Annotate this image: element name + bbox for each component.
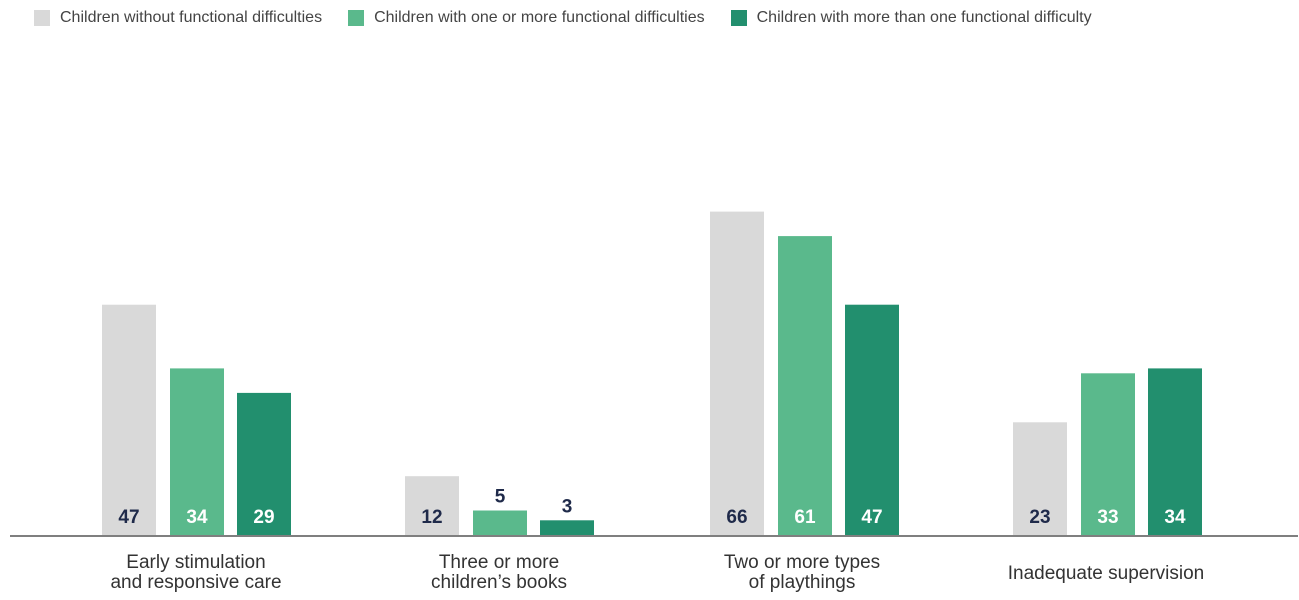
category-label-inadequate-supervision: Inadequate supervision (986, 564, 1226, 584)
data-label-inadequate-supervision-series-3: 34 (1164, 507, 1186, 528)
bar-inadequate-supervision-series-2 (1081, 373, 1135, 535)
bar-inadequate-supervision-series-3 (1148, 368, 1202, 535)
category-label-line: of playthings (748, 572, 856, 593)
bar-two-or-more-types-of-playthings-series-2 (778, 236, 832, 535)
category-label-line: Three or more (438, 552, 560, 573)
category-label-two-or-more-types-of-playthings: Two or more types of playthings (682, 553, 922, 593)
category-label-line: and responsive care (110, 572, 282, 593)
data-label-inadequate-supervision-series-1: 23 (1029, 507, 1050, 528)
bar-early-stimulation-and-responsive-care-series-2 (170, 368, 224, 535)
data-label-three-or-more-children-s-books-series-1: 12 (421, 507, 442, 528)
category-label-line: Two or more types (723, 552, 881, 573)
bar-three-or-more-children-s-books-series-1 (405, 476, 459, 535)
data-label-early-stimulation-and-responsive-care-series-2: 34 (186, 507, 208, 528)
bar-early-stimulation-and-responsive-care-series-3 (237, 392, 291, 535)
category-label-early-stimulation-and-responsive-care: Early stimulation and responsive care (76, 553, 316, 593)
data-label-three-or-more-children-s-books-series-2: 5 (495, 487, 506, 508)
data-label-early-stimulation-and-responsive-care-series-1: 47 (118, 507, 139, 528)
data-label-two-or-more-types-of-playthings-series-3: 47 (861, 507, 882, 528)
legend-item-without-difficulties: Children without functional difficulties (34, 9, 322, 27)
legend-swatch-one-or-more-difficulties (348, 10, 365, 26)
category-label-line: Inadequate supervision (1007, 563, 1205, 584)
bar-inadequate-supervision-series-1 (1013, 422, 1067, 535)
legend-label-more-than-one-difficulty: Children with more than one functional d… (756, 9, 1092, 26)
legend-label-without-difficulties: Children without functional difficulties (60, 9, 323, 26)
data-label-two-or-more-types-of-playthings-series-2: 61 (794, 507, 816, 528)
category-label-line: Early stimulation (126, 552, 266, 573)
bar-two-or-more-types-of-playthings-series-1 (710, 211, 764, 535)
bar-three-or-more-children-s-books-series-3 (540, 520, 594, 535)
data-label-inadequate-supervision-series-2: 33 (1097, 507, 1118, 528)
legend-label-one-or-more-difficulties: Children with one or more functional dif… (374, 9, 705, 26)
bar-early-stimulation-and-responsive-care-series-1 (102, 304, 156, 535)
category-label-three-or-more-children-s-books: Three or more children’s books (379, 553, 619, 593)
data-label-two-or-more-types-of-playthings-series-1: 66 (726, 507, 747, 528)
legend-swatch-more-than-one-difficulty (730, 10, 747, 26)
legend-swatch-without-difficulties (34, 10, 50, 26)
legend-item-more-than-one-difficulty: Children with more than one functional d… (730, 9, 1092, 27)
bar-three-or-more-children-s-books-series-2 (473, 510, 527, 535)
category-label-line: children’s books (431, 572, 567, 593)
legend: Children without functional difficulties… (34, 8, 1092, 28)
bar-two-or-more-types-of-playthings-series-3 (845, 304, 899, 535)
data-label-early-stimulation-and-responsive-care-series-3: 29 (253, 507, 274, 528)
legend-item-one-or-more-difficulties: Children with one or more functional dif… (348, 9, 705, 27)
data-label-three-or-more-children-s-books-series-3: 3 (562, 496, 573, 517)
